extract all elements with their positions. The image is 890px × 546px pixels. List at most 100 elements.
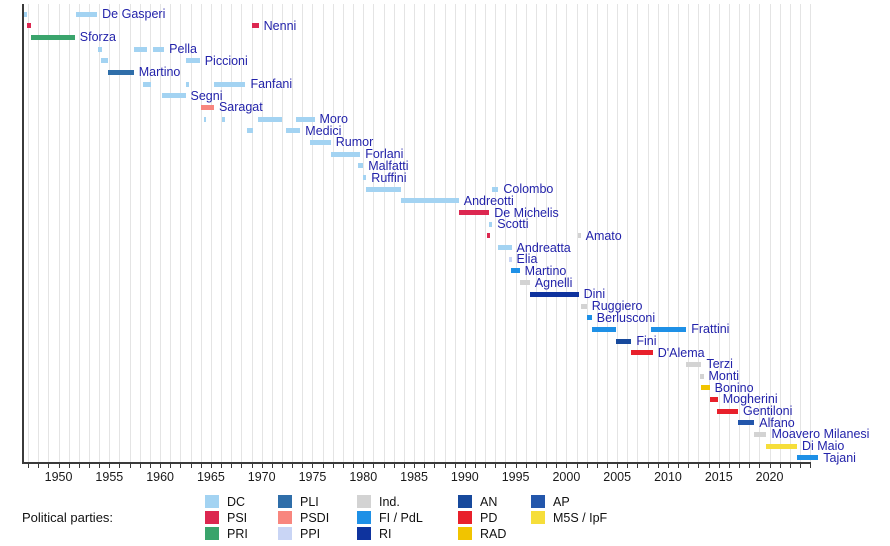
minister-label[interactable]: Tajani [823, 450, 856, 465]
timeline-bar [796, 455, 819, 461]
timeline-bar [363, 175, 367, 181]
minister-label[interactable]: Monti [708, 369, 740, 384]
minister-label[interactable]: Frattini [691, 322, 730, 337]
legend-swatch [458, 511, 472, 524]
gridline [769, 4, 771, 463]
minister-label[interactable]: Martino [138, 65, 181, 80]
minister-label[interactable]: Fanfani [250, 77, 293, 92]
timeline-bar [200, 104, 214, 110]
timeline-bar [529, 291, 579, 297]
minister-label[interactable]: Ruggiero [591, 299, 643, 313]
minister-label[interactable]: Medici [305, 123, 342, 138]
minister-label[interactable]: Terzi [706, 357, 733, 372]
minister-label[interactable]: Moro [319, 112, 348, 127]
axis-tick [667, 464, 669, 468]
minister-label[interactable]: Alfano [759, 415, 795, 430]
axis-tick [566, 464, 568, 468]
axis-tick [403, 464, 405, 468]
minister-label[interactable]: Amato [585, 228, 622, 243]
axis-tick [708, 464, 710, 468]
timeline-bar [686, 361, 702, 367]
axis-year-label: 1970 [247, 470, 276, 484]
minister-label[interactable]: Berlusconi [596, 310, 656, 325]
gridline [129, 4, 131, 463]
minister-label[interactable]: Dini [583, 287, 606, 302]
minister-label[interactable]: Segni [190, 88, 223, 103]
legend-swatch [205, 511, 219, 524]
axis-tick [312, 464, 314, 468]
axis-year-label: 1985 [400, 470, 428, 484]
minister-label[interactable]: Pella [169, 42, 197, 57]
gridline [200, 4, 202, 463]
axis-year-label: 2005 [603, 470, 632, 484]
minister-label[interactable]: D'Alema [657, 345, 705, 360]
timeline-bar [153, 46, 165, 52]
timeline-bar [296, 116, 315, 122]
minister-label[interactable]: Nenni [263, 18, 297, 33]
minister-label[interactable]: Ruffini [371, 170, 407, 185]
minister-label[interactable]: Di Maio [801, 439, 845, 454]
minister-label[interactable]: Elia [516, 252, 538, 267]
timeline-bar [185, 81, 189, 87]
legend-swatch [458, 527, 472, 540]
minister-label[interactable]: Scotti [497, 217, 529, 232]
gridline [800, 4, 801, 463]
axis-tick [617, 464, 619, 468]
minister-label[interactable]: Forlani [365, 147, 404, 162]
minister-label[interactable]: Sforza [79, 30, 116, 45]
axis-tick [678, 464, 680, 468]
timeline-bar [709, 396, 718, 402]
axis-tick [119, 464, 121, 468]
minister-label[interactable]: Colombo [503, 182, 554, 197]
gridline [434, 4, 436, 463]
minister-label[interactable]: De Michelis [494, 205, 559, 220]
minister-label[interactable]: Gentiloni [743, 404, 793, 419]
minister-label[interactable]: Bonino [714, 380, 754, 395]
gridline [149, 4, 151, 463]
minister-label[interactable]: Andreatta [516, 240, 571, 255]
minister-label[interactable]: Piccioni [204, 53, 248, 68]
timeline-bar [498, 245, 512, 251]
axis-tick [647, 464, 649, 468]
gridline [28, 4, 30, 463]
minister-label[interactable]: Fini [636, 334, 657, 349]
minister-label[interactable]: Malfatti [368, 158, 409, 173]
minister-label[interactable]: Mogherini [722, 392, 778, 407]
minister-label[interactable]: Moavero Milanesi [771, 427, 870, 442]
axis-tick [89, 464, 91, 468]
axis-tick [464, 464, 466, 468]
timeline-bar [185, 58, 200, 64]
gridline [393, 4, 395, 463]
legend-label: DC [227, 495, 246, 509]
legend-label: PPI [300, 527, 321, 541]
axis-tick [353, 464, 355, 468]
axis-year-label: 1955 [95, 470, 124, 484]
axis-tick [424, 464, 426, 468]
timeline-bar [508, 256, 512, 262]
timeline-bar [716, 408, 739, 414]
gridline [271, 4, 273, 463]
minister-label[interactable]: Martino [524, 263, 567, 278]
legend-swatch [458, 495, 472, 508]
timeline-bar [591, 326, 617, 332]
axis-year-label: 1950 [44, 470, 73, 484]
minister-label[interactable]: Agnelli [534, 275, 573, 290]
legend-swatch [278, 511, 292, 524]
axis-year-label: 2020 [755, 470, 784, 484]
minister-label[interactable]: De Gasperi [102, 7, 166, 21]
axis-tick [373, 464, 375, 468]
minister-label[interactable]: Saragat [218, 100, 263, 115]
gridline [576, 4, 578, 463]
timeline-bar [650, 326, 687, 332]
timeline-bar [31, 34, 75, 40]
axis-tick [139, 464, 141, 468]
axis-tick [271, 464, 273, 468]
axis-tick [576, 464, 578, 468]
minister-label[interactable]: Rumor [335, 135, 374, 150]
timeline-bar [400, 198, 459, 204]
axis-tick [637, 464, 639, 468]
legend-swatch [357, 495, 371, 508]
legend-heading: Political parties: [22, 510, 114, 525]
minister-label[interactable]: Andreotti [463, 193, 514, 208]
axis-tick [383, 464, 385, 468]
